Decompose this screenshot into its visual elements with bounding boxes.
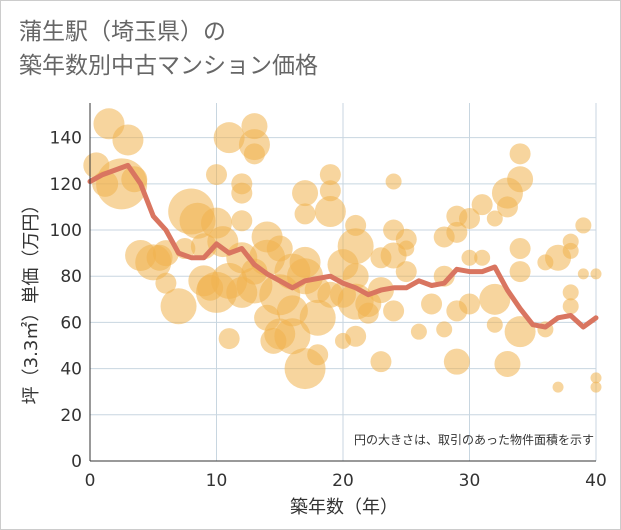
bubble-point (509, 261, 531, 283)
y-tick-label: 60 (60, 313, 82, 333)
bubble-point (507, 166, 534, 193)
bubble-point (421, 293, 443, 315)
bubble-point (292, 180, 319, 207)
bubble-point (509, 238, 531, 260)
bubble-point (459, 293, 480, 315)
bubble-point (319, 180, 341, 202)
x-tick-label: 40 (585, 471, 607, 491)
bubble-point (155, 272, 177, 294)
chart-tick-labels: 0 10 20 30 40 0 20 40 60 80 100 120 140 (50, 129, 607, 491)
bubble-point (479, 283, 511, 315)
bubble-point (243, 143, 265, 165)
bubble-point (231, 182, 253, 204)
x-axis-label: 築年数（年） (290, 497, 398, 518)
y-tick-label: 120 (50, 175, 82, 195)
bubble-point (509, 143, 531, 165)
bubble-point (319, 164, 341, 186)
bubble-point (342, 263, 369, 290)
bubble-point (474, 249, 491, 266)
bubble-point (562, 298, 579, 315)
x-tick-label: 30 (459, 471, 481, 491)
bubble-point (562, 242, 579, 259)
bubble-point (307, 344, 329, 366)
bubble-point (213, 122, 245, 154)
bubble-point (383, 300, 405, 322)
bubble-point (274, 318, 311, 355)
bubble-series (83, 108, 602, 393)
bubble-point (496, 196, 518, 218)
chart-title-line-1: 蒲生駅（埼玉県）の (19, 19, 226, 45)
bubble-point (575, 217, 592, 234)
bubble-point (446, 221, 468, 243)
bubble-point (562, 284, 579, 301)
x-tick-label: 20 (332, 471, 354, 491)
bubble-point (385, 173, 402, 190)
bubble-point (357, 302, 379, 324)
bubble-point (504, 316, 536, 348)
bubble-point (345, 325, 367, 347)
bubble-point (160, 288, 197, 325)
y-tick-label: 20 (60, 406, 82, 426)
bubble-point (577, 268, 589, 280)
y-tick-label: 80 (60, 267, 82, 287)
bubble-point (410, 323, 427, 340)
bubble-point (552, 381, 564, 393)
bubble-point (486, 316, 503, 333)
bubble-point (231, 210, 253, 232)
average-price-line (87, 162, 599, 330)
average-line-series (87, 162, 599, 330)
bubble-point (218, 328, 240, 350)
chart-title-line-2: 築年数別中古マンション価格 (19, 53, 318, 79)
bubble-point (459, 207, 480, 229)
bubble-point (590, 381, 602, 393)
y-tick-label: 100 (50, 221, 82, 241)
bubble-point (471, 194, 493, 216)
bubble-point (590, 372, 602, 384)
bubble-point (461, 249, 478, 266)
size-legend-note: 円の大きさは、取引のあった物件面積を示す (354, 432, 594, 447)
bubble-point (337, 228, 374, 265)
y-tick-label: 0 (71, 452, 82, 472)
bubble-point (398, 240, 415, 257)
x-tick-label: 0 (85, 471, 96, 491)
y-axis-label: 坪（3.3㎡）単価（万円） (20, 196, 42, 405)
bubble-point (590, 268, 602, 280)
y-tick-label: 40 (60, 360, 82, 380)
bubble-point (433, 265, 455, 287)
x-tick-label: 10 (206, 471, 228, 491)
bubble-point (494, 350, 521, 377)
y-tick-label: 140 (50, 129, 82, 149)
bubble-point (486, 210, 503, 227)
bubble-point (206, 164, 227, 186)
bubble-point (112, 124, 144, 156)
bubble-point (436, 321, 453, 338)
bubble-point (370, 351, 392, 373)
bubble-point (299, 299, 336, 336)
chart-axes (89, 103, 596, 462)
bubble-point (395, 261, 417, 283)
bubble-point (294, 203, 316, 225)
chart-title: 蒲生駅（埼玉県）の 築年数別中古マンション価格 (19, 15, 318, 83)
bubble-point (314, 196, 346, 228)
bubble-point (443, 348, 470, 375)
